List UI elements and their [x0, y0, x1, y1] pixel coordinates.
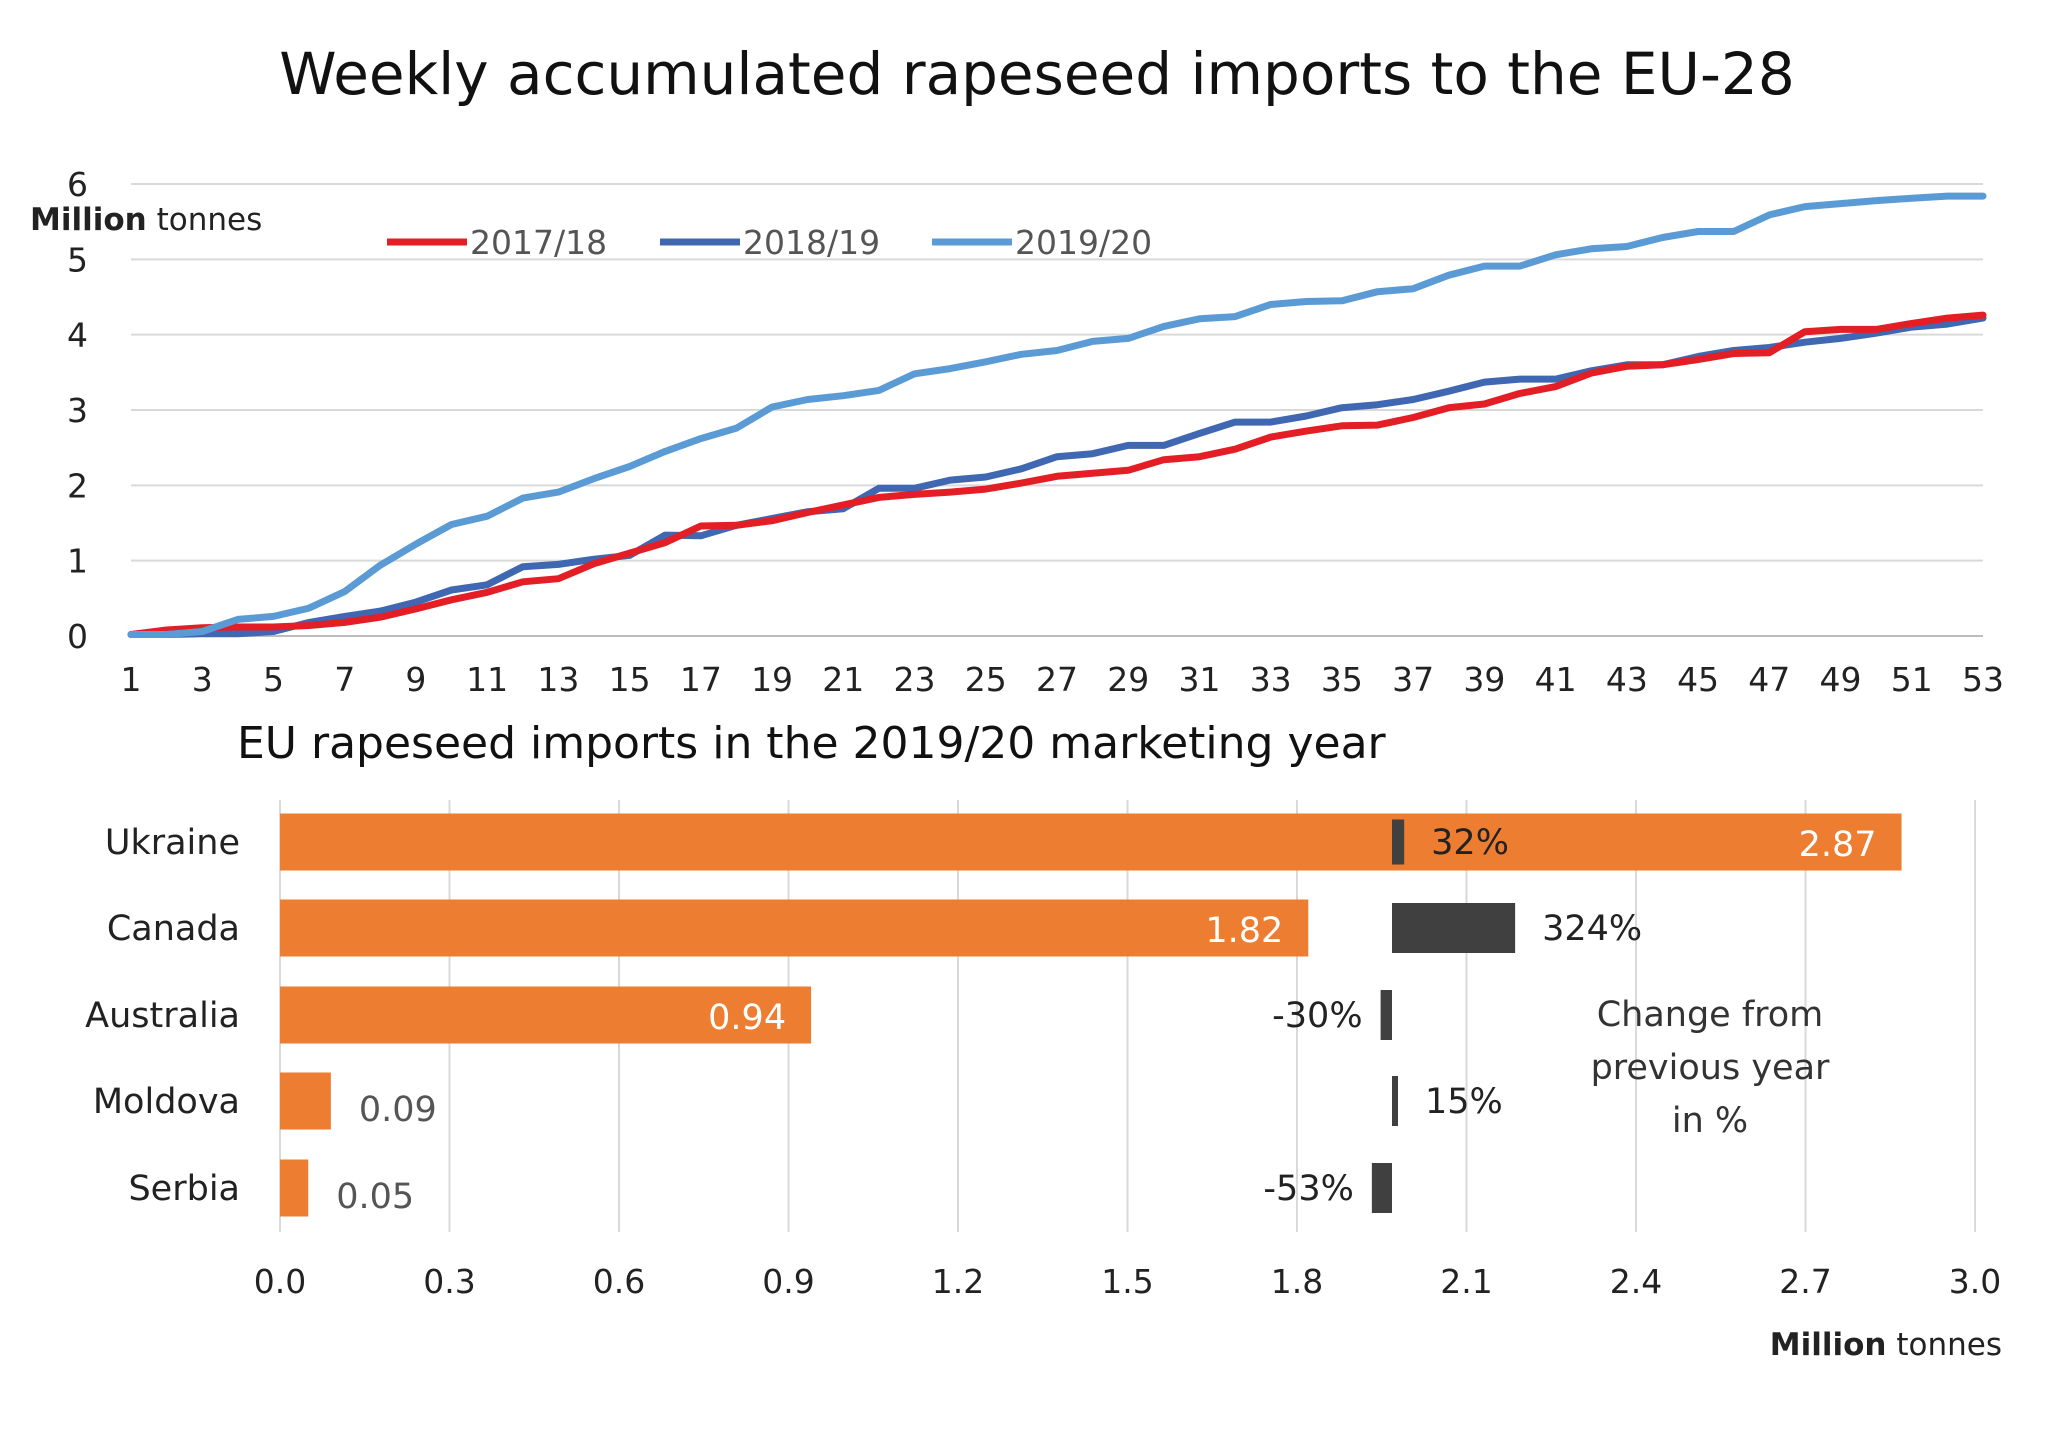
x-tick-label: 2.4	[1610, 1262, 1662, 1301]
change-label: -53%	[1263, 1169, 1353, 1209]
x-tick-label: 13	[537, 660, 579, 699]
change-note: Change from previous year in %	[1591, 995, 1830, 1141]
x-tick-label: 17	[680, 660, 722, 699]
legend-label: 2019/20	[1015, 223, 1152, 262]
change-bar	[1392, 819, 1405, 865]
change-bar	[1380, 990, 1392, 1040]
x-tick-label: 21	[822, 660, 864, 699]
x-tick-label: 49	[1820, 660, 1862, 699]
bar-value-label: 0.05	[336, 1177, 414, 1217]
bar-chart-bars	[280, 813, 1902, 1217]
change-bar	[1392, 1076, 1398, 1126]
category-label: Canada	[107, 909, 240, 949]
x-tick-label: 39	[1463, 660, 1505, 699]
change-note-line: previous year	[1591, 1048, 1830, 1088]
bar-value-label: 0.09	[359, 1090, 437, 1130]
bar-chart: EU rapeseed imports in the 2019/20 marke…	[85, 718, 2002, 1363]
line-chart-x-ticks: 1 3 5 7 9 11 13 15 17 19 21 23 25 27 29 31 33 35 37 39 41 43 4…	[121, 660, 2005, 699]
y-tick-label: 4	[67, 316, 88, 355]
line-chart-y-ticks: 0 1 2 3 4 5 6	[67, 165, 88, 656]
y-tick-label: 0	[67, 617, 88, 656]
x-tick-label: 7	[334, 660, 355, 699]
series-line-2017-18	[127, 311, 1987, 638]
x-tick-label: 2.7	[1779, 1262, 1831, 1301]
series-line-2019-20	[127, 192, 1987, 638]
bar	[280, 986, 812, 1044]
x-tick-label: 33	[1250, 660, 1292, 699]
change-label: -30%	[1272, 996, 1362, 1036]
y-tick-label: 2	[67, 466, 88, 505]
change-bar	[1392, 903, 1516, 953]
bar-chart-x-ticks: 0.0 0.3 0.6 0.9 1.2 1.5 1.8 2.1 2.4 2.7 3.0	[254, 1262, 2001, 1301]
x-tick-label: 25	[965, 660, 1007, 699]
x-tick-label: 29	[1107, 660, 1149, 699]
bar-value-label: 2.87	[1799, 825, 1877, 865]
x-tick-label: 51	[1891, 660, 1933, 699]
change-bars	[1371, 819, 1516, 1213]
category-label: Australia	[85, 996, 240, 1036]
x-tick-label: 27	[1036, 660, 1078, 699]
x-tick-label: 11	[466, 660, 508, 699]
legend-label: 2017/18	[470, 223, 607, 262]
line-chart-title: Weekly accumulated rapeseed imports to t…	[279, 40, 1794, 108]
bar	[280, 1159, 309, 1217]
bar-chart-x-axis-label: Million tonnes	[1770, 1327, 2002, 1363]
x-tick-label: 1.8	[1271, 1262, 1323, 1301]
x-tick-label: 45	[1677, 660, 1719, 699]
line-chart-legend: 2017/18 2018/19 2019/20	[387, 223, 1152, 262]
y-tick-label: 5	[67, 240, 88, 279]
change-note-line: Change from	[1597, 995, 1824, 1035]
line-chart-gridlines	[131, 183, 1983, 637]
x-tick-label: 19	[751, 660, 793, 699]
category-label: Moldova	[93, 1082, 240, 1122]
bar	[280, 1072, 331, 1130]
x-tick-label: 3	[192, 660, 213, 699]
change-label: 32%	[1431, 823, 1509, 863]
change-label: 15%	[1425, 1082, 1503, 1122]
x-tick-label: 9	[405, 660, 426, 699]
x-tick-label: 0.6	[593, 1262, 645, 1301]
change-labels: 32% 324% -30% 15% -53%	[1263, 823, 1642, 1209]
x-tick-label: 35	[1321, 660, 1363, 699]
x-tick-label: 1.5	[1101, 1262, 1153, 1301]
x-tick-label: 23	[894, 660, 936, 699]
x-tick-label: 1	[121, 660, 142, 699]
x-tick-label: 5	[263, 660, 284, 699]
change-label: 324%	[1542, 909, 1642, 949]
change-note-line: in %	[1672, 1101, 1748, 1141]
y-tick-label: 6	[67, 165, 88, 204]
x-tick-label: 31	[1178, 660, 1220, 699]
x-tick-label: 53	[1962, 660, 2004, 699]
x-tick-label: 37	[1392, 660, 1434, 699]
category-label: Serbia	[128, 1169, 240, 1209]
x-tick-label: 0.0	[254, 1262, 306, 1301]
line-chart-y-axis-label: Million tonnes	[30, 202, 262, 238]
x-tick-label: 43	[1606, 660, 1648, 699]
y-tick-label: 3	[67, 391, 88, 430]
bar-chart-value-labels: 2.87 1.82 0.94 0.09 0.05	[336, 825, 1876, 1217]
x-tick-label: 2.1	[1440, 1262, 1492, 1301]
change-bar	[1371, 1163, 1392, 1213]
x-tick-label: 15	[609, 660, 651, 699]
line-chart-series	[127, 192, 1987, 638]
x-tick-label: 3.0	[1949, 1262, 2001, 1301]
bar-chart-categories: Ukraine Canada Australia Moldova Serbia	[85, 823, 240, 1209]
x-tick-label: 1.2	[932, 1262, 984, 1301]
bar-chart-title: EU rapeseed imports in the 2019/20 marke…	[237, 718, 1387, 769]
legend-label: 2018/19	[743, 223, 880, 262]
x-tick-label: 0.9	[762, 1262, 814, 1301]
bar-value-label: 1.82	[1205, 911, 1283, 951]
bar	[280, 899, 1309, 957]
x-tick-label: 0.3	[423, 1262, 475, 1301]
category-label: Ukraine	[105, 823, 240, 863]
line-chart: Weekly accumulated rapeseed imports to t…	[30, 40, 2004, 699]
x-tick-label: 41	[1535, 660, 1577, 699]
y-tick-label: 1	[67, 542, 88, 581]
bar	[280, 813, 1902, 871]
x-tick-label: 47	[1748, 660, 1790, 699]
bar-value-label: 0.94	[708, 998, 786, 1038]
